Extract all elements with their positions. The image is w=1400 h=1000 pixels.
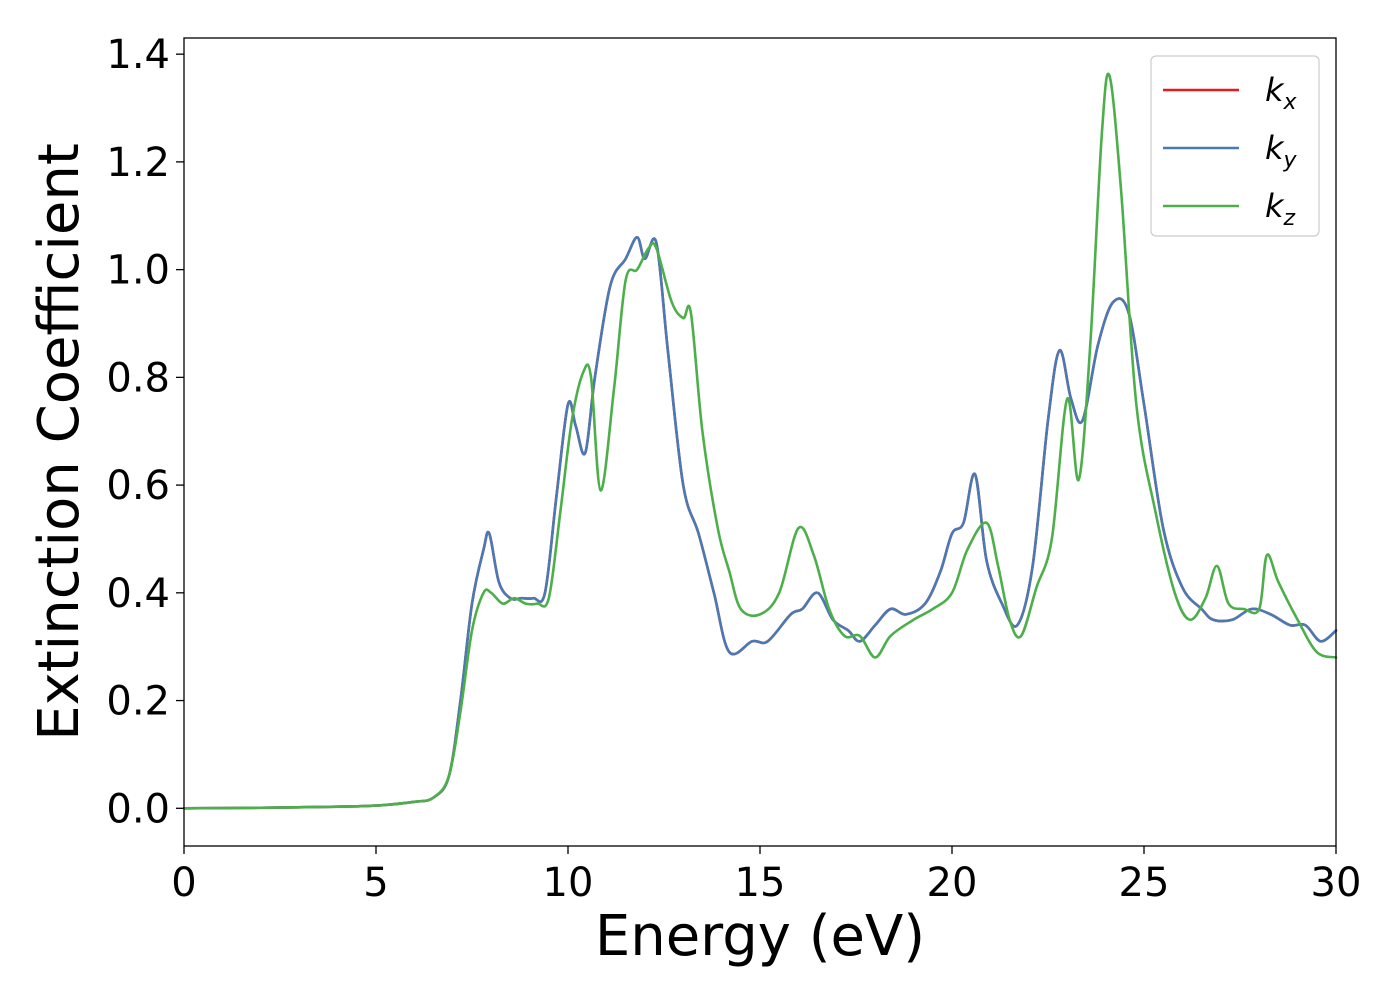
x-tick-label: 25 (1119, 860, 1170, 906)
x-tick-label: 15 (735, 860, 786, 906)
y-tick-label: 0.8 (106, 355, 170, 401)
x-tick-label: 0 (171, 860, 196, 906)
x-tick-label: 10 (543, 860, 594, 906)
x-tick-label: 20 (927, 860, 978, 906)
y-tick-label: 0.6 (106, 463, 170, 509)
series-line-ky (182, 236, 1338, 810)
y-tick-label: 0.4 (106, 571, 170, 617)
y-axis-label: Extinction Coefficient (27, 143, 92, 741)
x-axis-label: Energy (eV) (595, 904, 925, 969)
y-axis: 0.0 0.2 0.4 0.6 0.8 1.0 1.2 1.4 (106, 32, 184, 832)
series-line-kz (182, 72, 1338, 810)
legend-label-ky: ky (1265, 129, 1298, 173)
series-lines (182, 72, 1338, 810)
y-tick-label: 1.4 (106, 32, 170, 78)
x-axis: 0 5 10 15 20 25 30 (171, 846, 1361, 906)
legend-box (1150, 55, 1320, 237)
x-tick-label: 5 (363, 860, 388, 906)
legend-label-kx: kx (1265, 71, 1298, 115)
x-tick-label: 30 (1311, 860, 1362, 906)
y-tick-label: 1.0 (106, 248, 170, 294)
y-tick-label: 1.2 (106, 140, 170, 186)
legend: kx ky kz (1150, 55, 1320, 237)
y-tick-label: 0.0 (106, 786, 170, 832)
y-tick-label: 0.2 (106, 679, 170, 725)
legend-label-kz: kz (1265, 187, 1296, 231)
